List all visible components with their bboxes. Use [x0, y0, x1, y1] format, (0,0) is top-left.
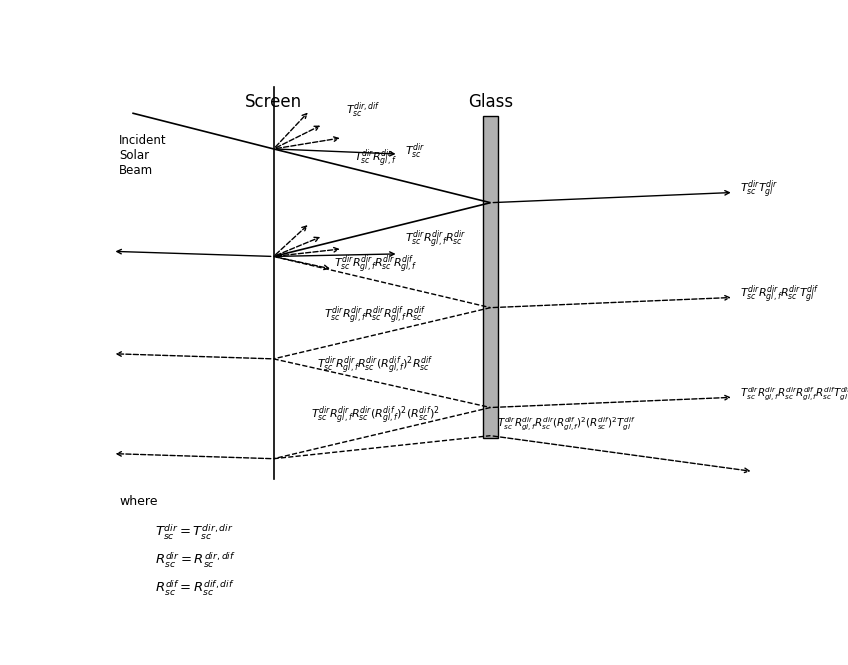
Text: $T_{sc}^{dir} R_{gl,f}^{dir} R_{sc}^{dir}$: $T_{sc}^{dir} R_{gl,f}^{dir} R_{sc}^{dir…	[405, 229, 466, 251]
Text: $T_{sc}^{dir} R_{gl,f}^{dir} R_{sc}^{dir} R_{gl,f}^{dif} R_{sc}^{dif}$: $T_{sc}^{dir} R_{gl,f}^{dir} R_{sc}^{dir…	[324, 305, 427, 327]
Text: $T_{sc}^{dir}T_{gl}^{dir}$: $T_{sc}^{dir}T_{gl}^{dir}$	[740, 179, 778, 201]
Text: $T_{sc}^{dir} R_{gl,f}^{dir} R_{sc}^{dir} (R_{gl,f}^{dif})^2 R_{sc}^{dif}$: $T_{sc}^{dir} R_{gl,f}^{dir} R_{sc}^{dir…	[317, 355, 433, 377]
Bar	[483, 116, 498, 438]
Text: Screen: Screen	[245, 92, 302, 110]
Text: $T_{sc}^{dir} R_{gl,f}^{dir} R_{sc}^{dir} R_{gl,f}^{dif} R_{sc}^{dif} T_{gl}^{di: $T_{sc}^{dir} R_{gl,f}^{dir} R_{sc}^{dir…	[740, 386, 848, 404]
Text: $T_{sc}^{dir} R_{gl,f}^{dir} R_{sc}^{dir} R_{gl,f}^{dif}$: $T_{sc}^{dir} R_{gl,f}^{dir} R_{sc}^{dir…	[333, 254, 417, 276]
Text: $T_{sc}^{dir,dif}$: $T_{sc}^{dir,dif}$	[346, 100, 381, 120]
Text: $R_{sc}^{dir} = R_{sc}^{dir,dif}$: $R_{sc}^{dir} = R_{sc}^{dir,dif}$	[155, 551, 237, 571]
Text: $T_{sc}^{dir} R_{gl,f}^{dir} R_{sc}^{dir} T_{gl}^{dif}$: $T_{sc}^{dir} R_{gl,f}^{dir} R_{sc}^{dir…	[740, 284, 820, 306]
Text: where: where	[119, 495, 158, 507]
Text: $R_{sc}^{dif} = R_{sc}^{dif,dif}$: $R_{sc}^{dif} = R_{sc}^{dif,dif}$	[155, 579, 235, 598]
Text: $T_{sc}^{dir} = T_{sc}^{dir,dir}$: $T_{sc}^{dir} = T_{sc}^{dir,dir}$	[155, 523, 234, 542]
Text: $T_{sc}^{dir} R_{gl,f}^{dir}$: $T_{sc}^{dir} R_{gl,f}^{dir}$	[354, 148, 397, 170]
Text: $T_{sc}^{dir}$: $T_{sc}^{dir}$	[405, 142, 426, 162]
Text: $T_{sc}^{dir} R_{gl,f}^{dir} R_{sc}^{dir} (R_{gl,f}^{dif})^2 (R_{sc}^{dif})^2$: $T_{sc}^{dir} R_{gl,f}^{dir} R_{sc}^{dir…	[311, 405, 440, 427]
Text: Glass: Glass	[468, 92, 513, 110]
Text: $T_{sc}^{dir} R_{gl,f}^{dir} R_{sc}^{dir} (R_{gl,f}^{dif})^2 (R_{sc}^{dif})^2 T_: $T_{sc}^{dir} R_{gl,f}^{dir} R_{sc}^{dir…	[497, 416, 636, 433]
Text: Incident
Solar
Beam: Incident Solar Beam	[119, 134, 167, 177]
